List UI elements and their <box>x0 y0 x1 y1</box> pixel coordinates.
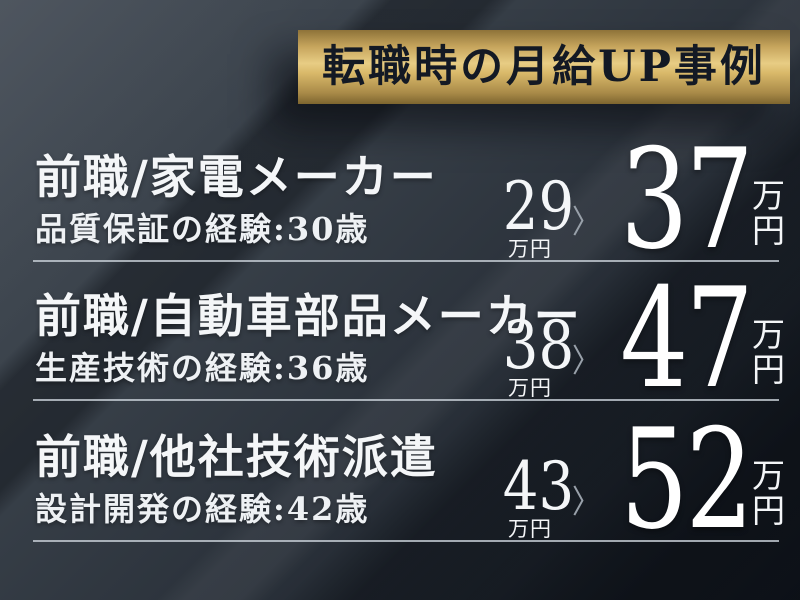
page-title: 転職時の月給UP事例 <box>322 41 766 92</box>
salary-after-value: 47 <box>620 258 754 419</box>
salary-after-unit-bottom: 円 <box>752 211 785 250</box>
salary-before-value: 38 <box>502 307 575 385</box>
case-text: 前職/他社技術派遣 設計開発の経験:42歳 <box>35 434 438 525</box>
experience-label: 品質保証の経験:30歳 <box>35 210 370 248</box>
case-text: 前職/家電メーカー 品質保証の経験:30歳 <box>35 154 438 245</box>
salary-after-unit: 万 円 <box>752 459 785 528</box>
row-divider <box>33 260 779 262</box>
salary-before: 43 万円 <box>498 448 575 541</box>
salary-after-unit-top: 万 <box>752 176 785 216</box>
salary-change: 43 万円 〉 52 万 円 <box>498 411 785 549</box>
salary-before-value: 43 <box>502 448 575 526</box>
row-divider <box>33 540 779 542</box>
arrow-right-icon: 〉 <box>571 341 600 380</box>
arrow-right-icon: 〉 <box>571 482 600 521</box>
salary-before: 29 万円 <box>498 168 575 261</box>
experience-label: 生産技術の経験:36歳 <box>35 349 370 387</box>
salary-after-unit-bottom: 円 <box>752 491 785 530</box>
salary-before-value: 29 <box>502 168 575 246</box>
salary-change: 38 万円 〉 47 万 円 <box>498 270 785 408</box>
row-divider <box>33 399 779 401</box>
case-row-3: 前職/他社技術派遣 設計開発の経験:42歳 43 万円 〉 52 万 円 <box>33 411 785 549</box>
case-row-2: 前職/自動車部品メーカー 生産技術の経験:36歳 38 万円 〉 47 万 円 <box>33 270 785 408</box>
case-row-1: 前職/家電メーカー 品質保証の経験:30歳 29 万円 〉 37 万 円 <box>33 131 785 269</box>
previous-job-label: 前職/他社技術派遣 <box>35 430 438 484</box>
salary-after-unit-top: 万 <box>752 456 785 496</box>
salary-before-unit: 万円 <box>507 516 552 541</box>
salary-before: 38 万円 <box>498 307 575 400</box>
salary-after-unit: 万 円 <box>752 179 785 248</box>
salary-before-unit: 万円 <box>507 236 552 261</box>
salary-after-value: 37 <box>620 119 754 280</box>
salary-after-unit: 万 円 <box>752 318 785 387</box>
arrow-right-icon: 〉 <box>571 202 600 241</box>
previous-job-label: 前職/自動車部品メーカー <box>35 289 582 343</box>
salary-change: 29 万円 〉 37 万 円 <box>498 131 785 269</box>
experience-label: 設計開発の経験:42歳 <box>35 490 370 528</box>
salary-after-unit-top: 万 <box>752 315 785 355</box>
salary-before-unit: 万円 <box>507 375 552 400</box>
salary-after-value: 52 <box>620 399 754 560</box>
previous-job-label: 前職/家電メーカー <box>35 150 438 204</box>
salary-after-unit-bottom: 円 <box>752 350 785 389</box>
case-text: 前職/自動車部品メーカー 生産技術の経験:36歳 <box>35 293 582 384</box>
title-banner: 転職時の月給UP事例 <box>298 30 790 104</box>
